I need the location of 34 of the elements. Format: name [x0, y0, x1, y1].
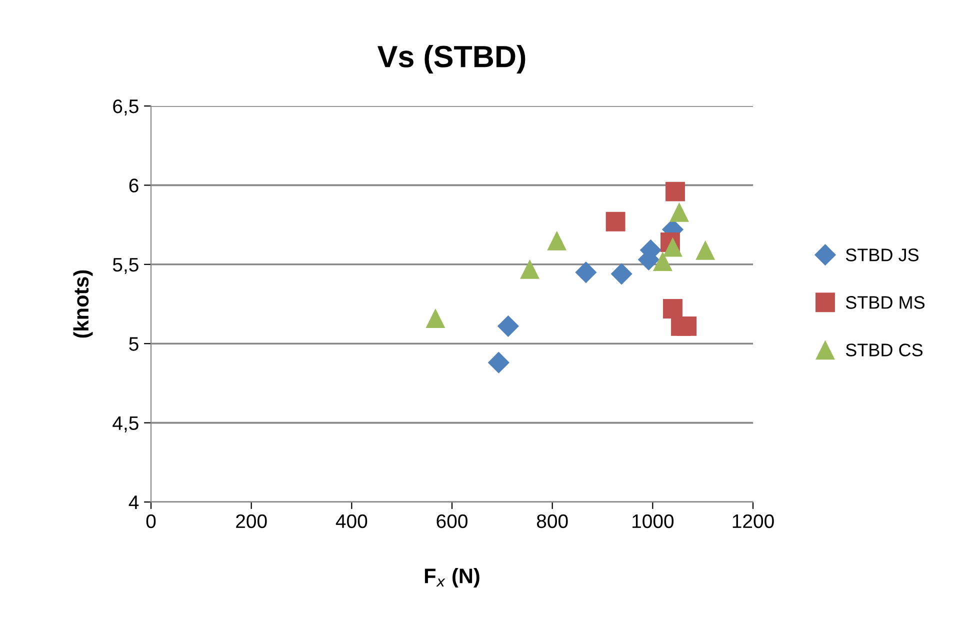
- chart-title: Vs (STBD): [378, 44, 526, 74]
- point: [663, 237, 682, 257]
- legend-label: STBD MS: [846, 296, 925, 309]
- point: [652, 252, 672, 271]
- y-tick-label: 5,5: [112, 258, 138, 274]
- x-tick-label: 200: [236, 514, 267, 528]
- point: [666, 182, 685, 202]
- x-tick-label: 800: [536, 514, 568, 528]
- y-tick-label: 6,5: [113, 99, 138, 116]
- point: [677, 316, 697, 336]
- point: [670, 202, 689, 222]
- y-tick-label: 6: [129, 178, 138, 192]
- legend-label: STBD JS: [846, 248, 919, 262]
- point: [488, 352, 510, 374]
- x-tick-label: 1000: [632, 514, 674, 528]
- y-axis-title: (knots): [73, 270, 93, 338]
- point: [663, 299, 682, 318]
- point: [426, 308, 446, 328]
- x-tick-label: 600: [436, 514, 468, 528]
- legend-label: STBD CS: [846, 344, 923, 356]
- point: [547, 230, 567, 250]
- x-tick-label: 400: [336, 514, 368, 528]
- point: [606, 212, 626, 232]
- point: [497, 315, 519, 337]
- x-tick-label: 0: [146, 514, 156, 528]
- y-tick-label: 5: [129, 337, 138, 351]
- x-axis-title: F$_{x}$ (N): [424, 568, 480, 588]
- point: [575, 262, 597, 284]
- point: [610, 263, 632, 285]
- point: [696, 240, 716, 260]
- y-tick-label: 4: [128, 496, 139, 510]
- point: [520, 259, 540, 279]
- y-tick-label: 4,5: [112, 416, 138, 432]
- x-tick-label: 1200: [732, 514, 774, 528]
